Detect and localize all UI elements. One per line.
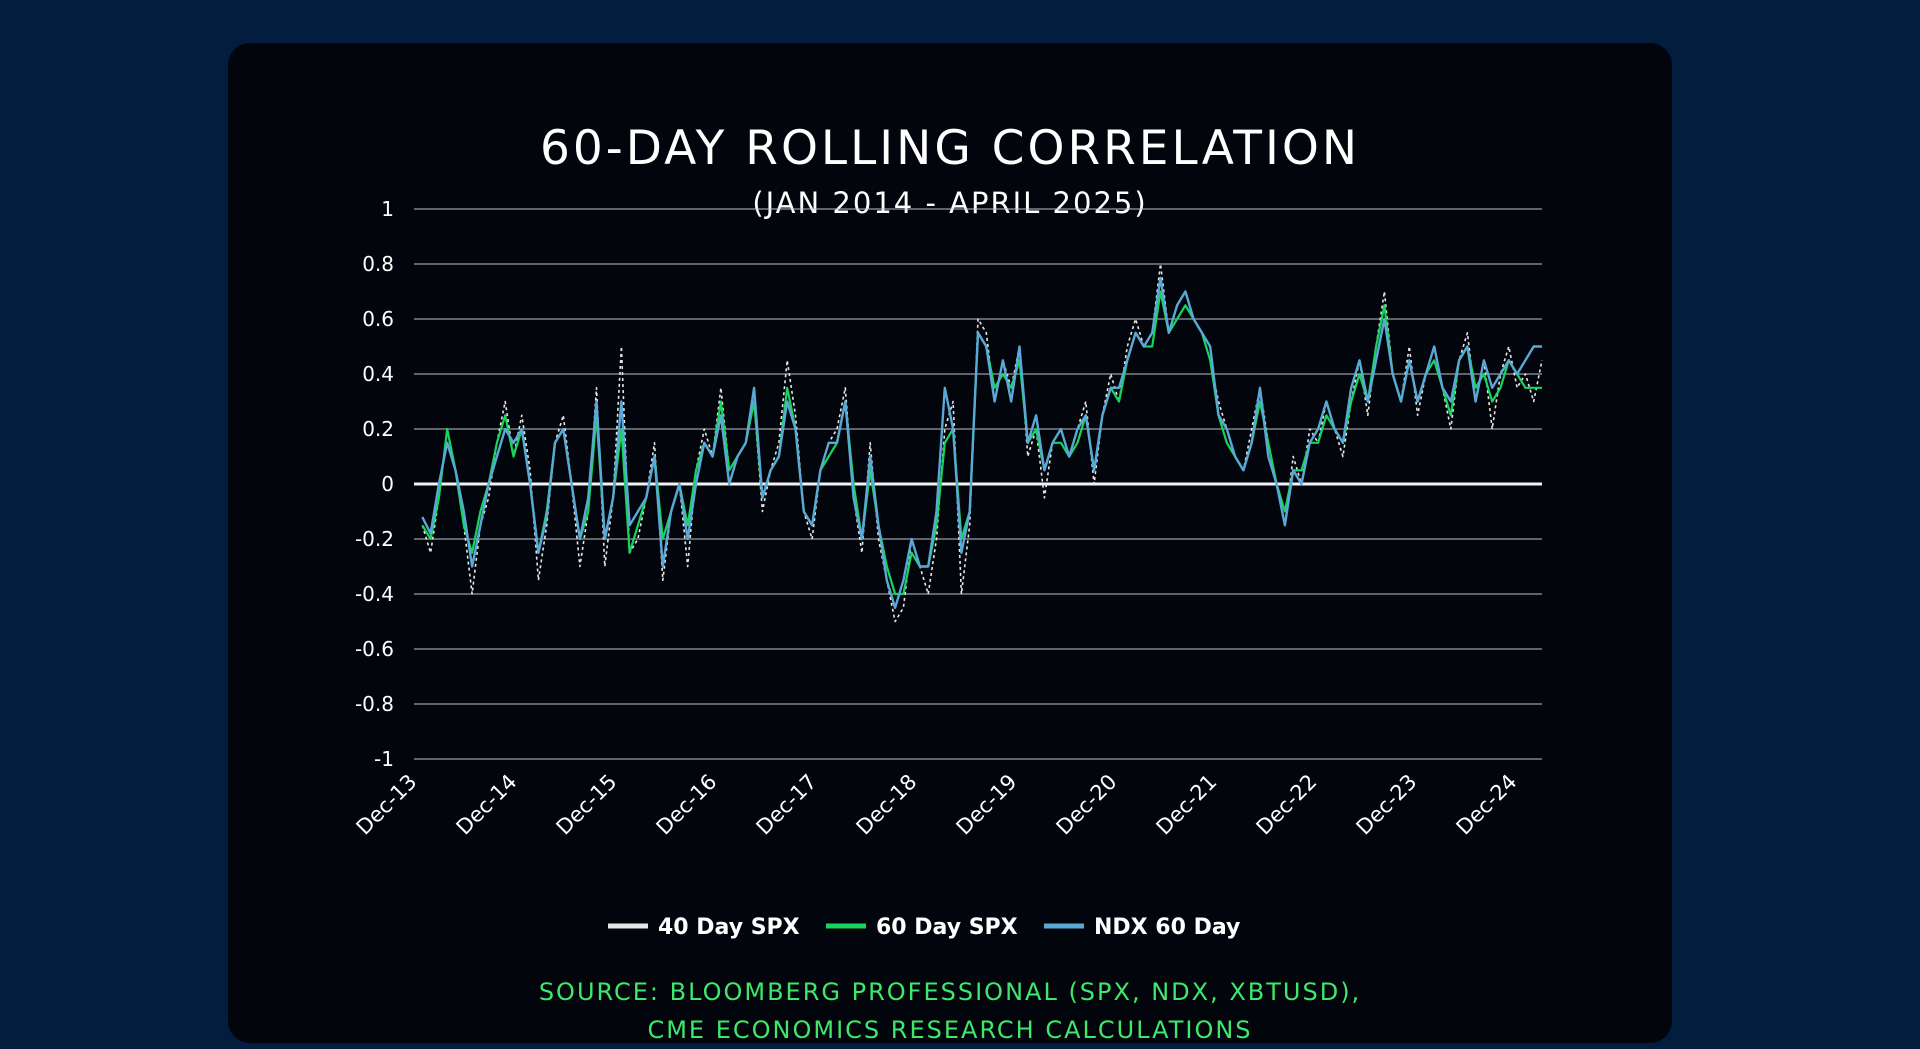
chart-card: 60-DAY ROLLING CORRELATION (JAN 2014 - A… xyxy=(228,43,1672,1044)
y-tick-label: 1 xyxy=(381,197,394,221)
y-tick-label: -0.6 xyxy=(355,637,394,661)
x-tick-label: Dec-13 xyxy=(352,770,422,840)
source-line-1: SOURCE: BLOOMBERG PROFESSIONAL (SPX, NDX… xyxy=(538,978,1362,1006)
x-tick-label: Dec-16 xyxy=(652,770,722,840)
y-tick-label: -0.2 xyxy=(355,527,394,551)
y-tick-label: 0.6 xyxy=(362,307,394,331)
x-tick-label: Dec-21 xyxy=(1152,770,1222,840)
series-line-0 xyxy=(421,263,1543,623)
x-tick-label: Dec-17 xyxy=(752,770,822,840)
y-tick-label: 0.2 xyxy=(362,417,394,441)
x-tick-label: Dec-15 xyxy=(552,770,622,840)
y-tick-label: 0.4 xyxy=(362,362,394,386)
source-note: SOURCE: BLOOMBERG PROFESSIONAL (SPX, NDX… xyxy=(228,973,1672,1049)
x-tick-label: Dec-23 xyxy=(1352,770,1422,840)
x-tick-label: Dec-20 xyxy=(1052,770,1122,840)
x-tick-label: Dec-24 xyxy=(1452,770,1522,840)
y-tick-label: 0.8 xyxy=(362,252,394,276)
x-tick-label: Dec-19 xyxy=(952,770,1022,840)
y-tick-label: -0.8 xyxy=(355,692,394,716)
x-tick-label: Dec-14 xyxy=(452,770,522,840)
y-tick-label: -1 xyxy=(374,747,394,771)
y-tick-label: 0 xyxy=(381,472,394,496)
chart-title: 60-DAY ROLLING CORRELATION xyxy=(540,121,1360,176)
y-tick-label: -0.4 xyxy=(355,582,394,606)
x-tick-label: Dec-18 xyxy=(852,770,922,840)
chart-subtitle: (JAN 2014 - APRIL 2025) xyxy=(752,186,1148,220)
source-line-2: CME ECONOMICS RESEARCH CALCULATIONS xyxy=(647,1016,1253,1044)
x-tick-label: Dec-22 xyxy=(1252,770,1322,840)
series-line-2 xyxy=(421,276,1542,609)
series-line-1 xyxy=(421,290,1542,596)
